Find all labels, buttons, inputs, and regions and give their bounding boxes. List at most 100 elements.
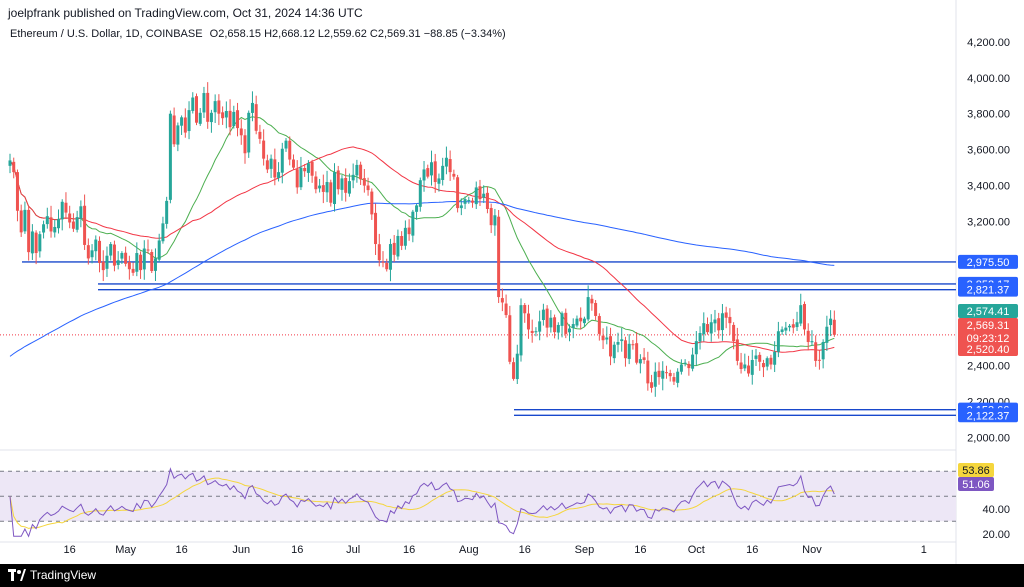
candle[interactable]: [530, 319, 534, 343]
candle[interactable]: [642, 348, 646, 364]
candle[interactable]: [60, 199, 64, 231]
candle[interactable]: [582, 316, 586, 327]
candle[interactable]: [713, 309, 717, 333]
candle[interactable]: [8, 153, 12, 174]
candle[interactable]: [821, 339, 825, 369]
candle[interactable]: [799, 293, 803, 327]
candle[interactable]: [415, 203, 419, 220]
candle[interactable]: [765, 356, 769, 371]
candle[interactable]: [336, 165, 340, 195]
candle[interactable]: [400, 231, 404, 251]
candle[interactable]: [42, 220, 46, 239]
candle[interactable]: [351, 163, 355, 189]
candle[interactable]: [683, 359, 687, 367]
candle[interactable]: [105, 246, 109, 277]
candle[interactable]: [191, 92, 195, 114]
candle[interactable]: [403, 220, 407, 250]
candle[interactable]: [131, 262, 135, 276]
candle[interactable]: [180, 115, 184, 135]
candle[interactable]: [702, 312, 706, 342]
candle[interactable]: [549, 310, 553, 333]
candle[interactable]: [474, 181, 478, 210]
candle[interactable]: [691, 347, 695, 372]
candle[interactable]: [747, 355, 751, 377]
candle[interactable]: [221, 106, 225, 125]
candle[interactable]: [605, 326, 609, 345]
candle[interactable]: [676, 368, 680, 388]
candle[interactable]: [612, 341, 616, 364]
candle[interactable]: [385, 258, 389, 272]
candle[interactable]: [23, 201, 27, 234]
candle[interactable]: [224, 101, 228, 129]
candle[interactable]: [825, 315, 829, 351]
candle[interactable]: [165, 196, 169, 229]
candle[interactable]: [49, 205, 53, 238]
candle[interactable]: [333, 163, 337, 212]
candle[interactable]: [743, 353, 747, 372]
candle[interactable]: [232, 105, 236, 129]
candle[interactable]: [437, 173, 441, 192]
candle[interactable]: [176, 122, 180, 152]
candle[interactable]: [829, 310, 833, 337]
candle[interactable]: [500, 288, 504, 312]
candle[interactable]: [109, 242, 113, 261]
candle[interactable]: [672, 372, 676, 386]
candle[interactable]: [407, 219, 411, 241]
candle[interactable]: [183, 108, 187, 138]
candle[interactable]: [806, 323, 810, 351]
tradingview-logo-icon[interactable]: [8, 569, 26, 581]
candle[interactable]: [418, 177, 422, 212]
candle[interactable]: [802, 301, 806, 336]
candle[interactable]: [616, 332, 620, 353]
candle[interactable]: [277, 162, 281, 182]
candle[interactable]: [306, 160, 310, 182]
candle[interactable]: [38, 231, 42, 258]
candle[interactable]: [650, 374, 654, 393]
candle[interactable]: [724, 306, 728, 329]
candle[interactable]: [265, 154, 269, 174]
candle[interactable]: [601, 328, 605, 350]
candle[interactable]: [366, 177, 370, 196]
candle[interactable]: [795, 311, 799, 332]
candle[interactable]: [758, 352, 762, 371]
candle[interactable]: [19, 204, 23, 237]
candle[interactable]: [273, 148, 277, 186]
candle[interactable]: [620, 327, 624, 352]
candle[interactable]: [150, 249, 154, 274]
candle[interactable]: [467, 196, 471, 204]
candle[interactable]: [832, 310, 836, 337]
candle[interactable]: [534, 327, 538, 337]
candle[interactable]: [411, 209, 415, 243]
candle[interactable]: [392, 235, 396, 262]
candle[interactable]: [485, 186, 489, 214]
candle[interactable]: [325, 170, 329, 203]
candle[interactable]: [545, 305, 549, 338]
candle[interactable]: [139, 251, 143, 279]
candle[interactable]: [735, 327, 739, 366]
candle[interactable]: [172, 107, 176, 147]
candle[interactable]: [444, 146, 448, 175]
candle[interactable]: [638, 354, 642, 374]
candle[interactable]: [754, 349, 758, 367]
rsi-value-badge[interactable]: 53.86: [958, 463, 994, 477]
candle[interactable]: [776, 321, 780, 358]
candle[interactable]: [247, 110, 251, 158]
candle[interactable]: [83, 194, 87, 250]
candle[interactable]: [679, 359, 683, 375]
candle[interactable]: [90, 244, 94, 264]
candle[interactable]: [586, 285, 590, 322]
candle[interactable]: [45, 207, 49, 229]
candle[interactable]: [422, 161, 426, 192]
candle[interactable]: [213, 94, 217, 123]
candle[interactable]: [329, 179, 333, 207]
candle[interactable]: [135, 242, 139, 277]
candle[interactable]: [142, 240, 146, 280]
candle[interactable]: [153, 248, 157, 282]
candle[interactable]: [635, 332, 639, 365]
candle[interactable]: [344, 168, 348, 202]
candle[interactable]: [478, 179, 482, 207]
candle[interactable]: [120, 251, 124, 264]
candle[interactable]: [381, 251, 385, 268]
candle[interactable]: [318, 178, 322, 193]
candle[interactable]: [299, 156, 303, 191]
